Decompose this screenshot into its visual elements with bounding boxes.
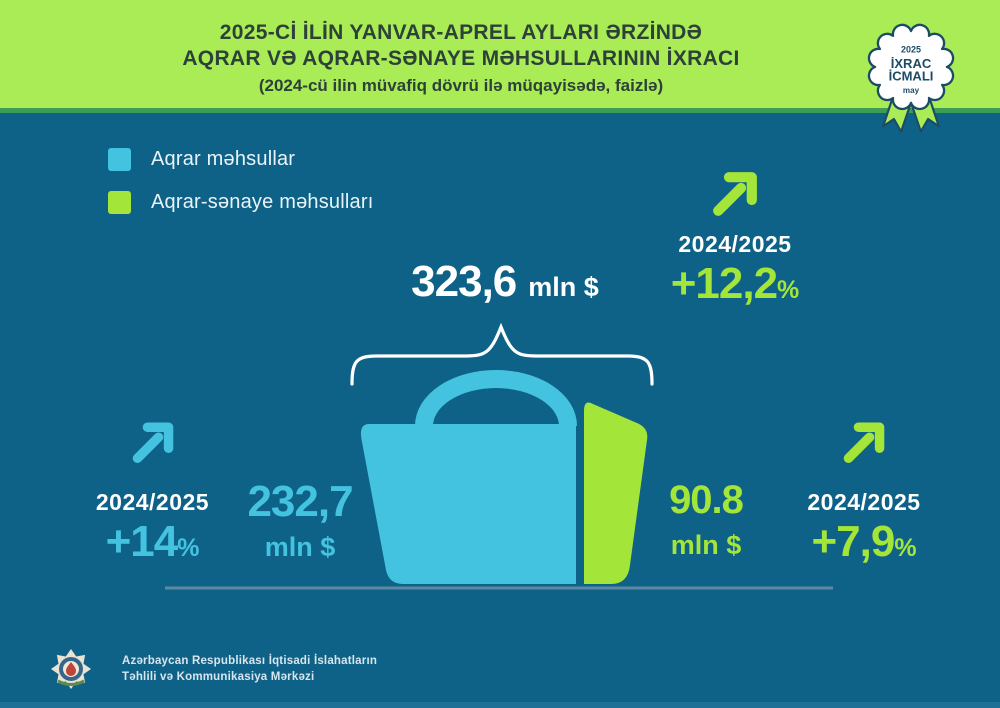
agrar-value-block: 232,7 mln $	[230, 480, 370, 565]
legend-item-agrar: Aqrar məhsullar	[108, 148, 373, 171]
growth-arrow-icon	[132, 422, 173, 464]
total-unit: mln $	[528, 272, 599, 302]
legend: Aqrar məhsullar Aqrar-sənaye məhsulları	[108, 148, 373, 234]
legend-item-senaye: Aqrar-sənaye məhsulları	[108, 191, 373, 214]
total-value: 323,6	[411, 257, 517, 306]
title-line-2: AQRAR VƏ AQRAR-SƏNAYE MƏHSULLARININ İXRA…	[182, 47, 740, 70]
title-subtitle: (2024-cü ilin müvafiq dövrü ilə müqayisə…	[258, 76, 664, 95]
growth-arrow-icon	[843, 422, 885, 464]
bottom-edge-strip	[0, 702, 1000, 708]
senaye-value: 90.8	[669, 478, 744, 522]
senaye-unit: mln $	[670, 530, 742, 560]
agrar-percent-sign: %	[177, 534, 200, 562]
total-change: +12,2	[670, 259, 778, 308]
rosette-seal-icon: 2025 İXRAC İCMALI may	[867, 23, 955, 133]
senaye-percent-sign: %	[894, 534, 917, 562]
senaye-growth-block: 2024/2025 +7,9%	[790, 415, 938, 564]
basket-handle	[415, 370, 577, 427]
legend-label-agrar: Aqrar məhsullar	[151, 148, 296, 170]
agrar-color-swatch	[108, 148, 131, 171]
page-title: 2025-Cİ İLİN YANVAR-APREL AYLARI ƏRZİNDƏ…	[0, 20, 922, 97]
title-line-1: 2025-Cİ İLİN YANVAR-APREL AYLARI ƏRZİNDƏ	[219, 21, 703, 44]
organization-line2: Təhlili və Kommunikasiya Mərkəzi	[122, 671, 315, 683]
total-period: 2024/2025	[678, 231, 792, 257]
agrar-period: 2024/2025	[95, 489, 210, 515]
basket-body-agrar	[360, 424, 576, 584]
senaye-color-swatch	[108, 191, 131, 214]
total-growth-block: 2024/2025 +12,2%	[650, 164, 820, 306]
organization-name: Azərbaycan Respublikası İqtisadi İslahat…	[122, 653, 377, 685]
total-percent-sign: %	[777, 276, 800, 304]
senaye-value-block: 90.8 mln $	[640, 480, 772, 563]
total-value-block: 323,6 mln $	[330, 260, 680, 305]
azerbaijan-emblem-icon	[51, 649, 91, 689]
badge-title-line2: İCMALI	[889, 68, 934, 83]
agrar-change: +14	[105, 517, 179, 566]
organization-line1: Azərbaycan Respublikası İqtisadi İslahat…	[122, 655, 378, 667]
growth-arrow-icon	[713, 172, 757, 216]
agrar-unit: mln $	[264, 532, 336, 562]
footer: Azərbaycan Respublikası İqtisadi İslahat…	[50, 648, 377, 690]
basket-slice-senaye	[584, 402, 648, 584]
legend-label-senaye: Aqrar-sənaye məhsulları	[151, 191, 374, 213]
agrar-value: 232,7	[247, 477, 353, 526]
badge-year: 2025	[901, 45, 921, 55]
agrar-growth-block: 2024/2025 +14%	[75, 415, 230, 564]
senaye-change: +7,9	[811, 517, 895, 566]
badge-month: may	[903, 86, 920, 95]
header-band	[0, 0, 1000, 108]
senaye-period: 2024/2025	[807, 489, 921, 515]
header-divider	[0, 108, 1000, 113]
badge-title-line1: İXRAC	[891, 56, 932, 71]
total-brace	[350, 322, 654, 386]
ixrac-icmali-badge: 2025 İXRAC İCMALI may	[866, 22, 956, 146]
